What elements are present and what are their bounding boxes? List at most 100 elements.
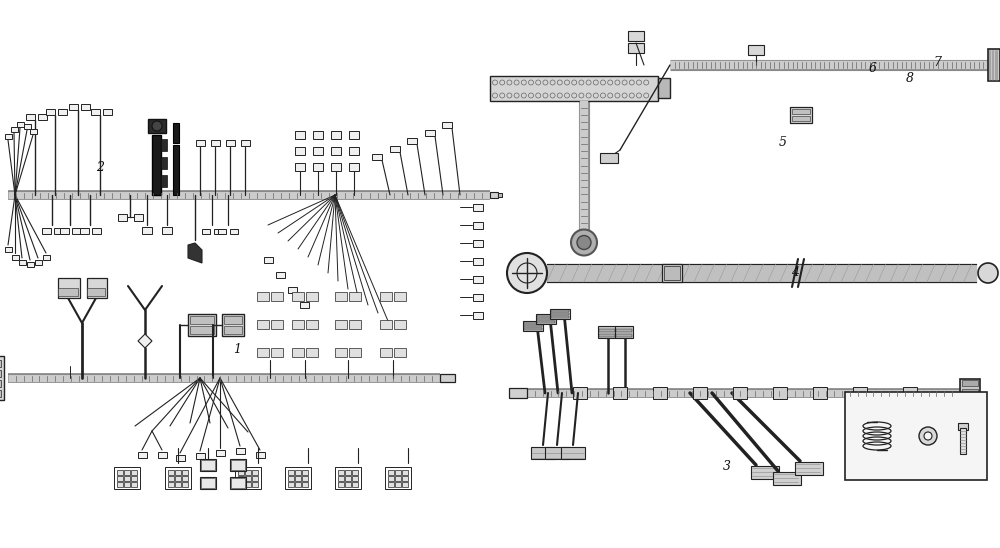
Bar bbox=[90, 109, 100, 115]
Circle shape bbox=[924, 432, 932, 440]
Bar bbox=[173, 145, 179, 195]
Bar bbox=[473, 276, 483, 283]
Bar bbox=[72, 228, 80, 234]
Bar bbox=[302, 482, 308, 487]
Bar bbox=[313, 163, 323, 171]
Bar bbox=[230, 477, 246, 489]
Bar bbox=[26, 261, 34, 266]
Bar bbox=[653, 387, 667, 399]
Bar bbox=[288, 470, 294, 475]
Text: 3: 3 bbox=[723, 460, 731, 473]
Bar bbox=[245, 476, 251, 481]
Bar bbox=[498, 193, 502, 197]
Bar bbox=[216, 450, 224, 456]
Bar bbox=[240, 140, 250, 146]
Bar bbox=[598, 326, 616, 338]
Circle shape bbox=[507, 253, 547, 293]
Bar bbox=[295, 470, 301, 475]
Bar bbox=[117, 470, 123, 475]
Bar bbox=[551, 310, 569, 312]
Bar bbox=[292, 347, 304, 357]
Bar bbox=[442, 122, 452, 128]
Bar bbox=[54, 228, 62, 234]
Bar bbox=[295, 131, 305, 139]
Bar bbox=[616, 329, 632, 332]
Text: 8: 8 bbox=[906, 72, 914, 85]
Bar bbox=[288, 476, 294, 481]
Bar bbox=[175, 476, 181, 481]
Bar bbox=[161, 139, 167, 151]
Bar bbox=[335, 347, 347, 357]
Bar bbox=[10, 127, 18, 132]
Bar bbox=[264, 257, 272, 263]
Bar bbox=[380, 292, 392, 300]
Bar bbox=[845, 392, 987, 480]
Bar bbox=[231, 460, 245, 470]
Bar bbox=[80, 104, 90, 110]
Bar bbox=[173, 123, 179, 143]
Bar bbox=[545, 447, 569, 459]
Text: 7: 7 bbox=[933, 56, 941, 69]
Bar bbox=[345, 476, 351, 481]
Bar bbox=[292, 292, 304, 300]
Bar bbox=[473, 239, 483, 247]
Bar bbox=[295, 163, 305, 171]
Bar bbox=[616, 334, 632, 337]
Circle shape bbox=[978, 263, 998, 283]
Bar bbox=[34, 260, 42, 265]
Bar bbox=[628, 31, 644, 41]
Bar bbox=[165, 467, 191, 489]
Bar bbox=[285, 467, 311, 489]
Bar bbox=[388, 476, 394, 481]
Bar bbox=[201, 478, 215, 488]
Polygon shape bbox=[188, 243, 202, 263]
Bar bbox=[295, 482, 301, 487]
Text: 6: 6 bbox=[869, 62, 877, 75]
Bar bbox=[524, 325, 542, 327]
Bar bbox=[152, 135, 161, 195]
Bar bbox=[473, 221, 483, 229]
Bar bbox=[523, 321, 543, 331]
Bar bbox=[201, 460, 215, 470]
Bar bbox=[440, 374, 455, 382]
Bar bbox=[349, 163, 359, 171]
Bar bbox=[962, 398, 978, 404]
Bar bbox=[338, 482, 344, 487]
Bar bbox=[331, 131, 341, 139]
Bar bbox=[352, 476, 358, 481]
Bar bbox=[235, 467, 261, 489]
Bar bbox=[92, 228, 100, 234]
Bar bbox=[380, 319, 392, 328]
Bar bbox=[230, 229, 238, 233]
Bar bbox=[853, 387, 867, 399]
Bar bbox=[0, 360, 1, 367]
Bar bbox=[331, 147, 341, 155]
Bar bbox=[302, 470, 308, 475]
Bar bbox=[550, 309, 570, 319]
Bar bbox=[531, 447, 555, 459]
Bar bbox=[103, 109, 112, 115]
Bar bbox=[473, 294, 483, 300]
Bar bbox=[196, 140, 205, 146]
Bar bbox=[352, 482, 358, 487]
Bar bbox=[124, 482, 130, 487]
Bar bbox=[114, 467, 140, 489]
Bar bbox=[349, 147, 359, 155]
Bar bbox=[58, 288, 78, 296]
Bar bbox=[288, 482, 294, 487]
Bar bbox=[490, 76, 658, 100]
Bar bbox=[345, 470, 351, 475]
Bar bbox=[176, 455, 184, 461]
Bar bbox=[338, 476, 344, 481]
Bar bbox=[256, 452, 264, 458]
Bar bbox=[792, 109, 810, 114]
Bar bbox=[402, 470, 408, 475]
Bar bbox=[407, 138, 417, 144]
Bar bbox=[124, 470, 130, 475]
Text: 5: 5 bbox=[779, 136, 787, 149]
Bar bbox=[276, 272, 285, 278]
Bar bbox=[537, 318, 555, 320]
Bar bbox=[138, 452, 146, 458]
Bar bbox=[615, 326, 633, 338]
Polygon shape bbox=[138, 334, 152, 348]
